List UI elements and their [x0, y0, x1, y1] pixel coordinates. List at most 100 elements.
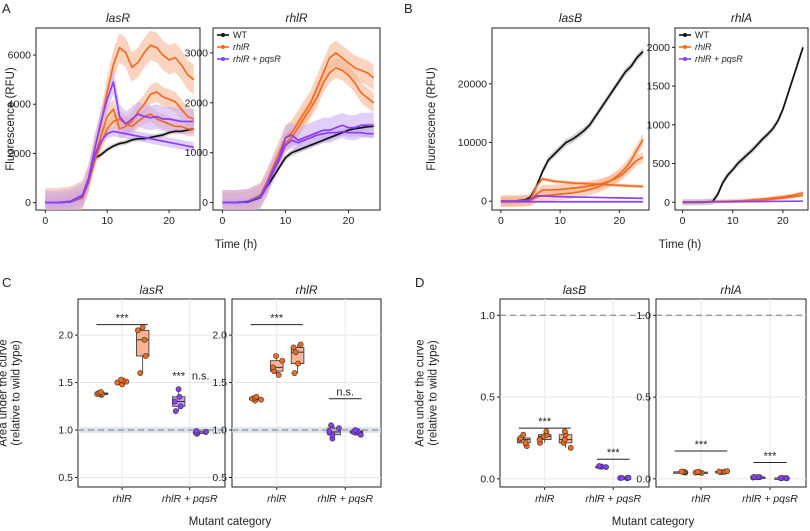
- y-tick-label: 3000: [185, 47, 209, 59]
- legend-dot-rhlr: [683, 45, 687, 49]
- legend-dot-rhlr-pqsr: [221, 57, 225, 61]
- y-tick-label: 4000: [8, 99, 32, 111]
- data-point-rhlr-pqsr: [203, 429, 209, 435]
- y-tick-label: 1000: [647, 119, 671, 131]
- data-point-rhlr-pqsr: [176, 393, 183, 400]
- y-tick-label: 1500: [647, 81, 671, 93]
- significance-label: n.s.: [192, 371, 210, 383]
- error-band-wt-0: [45, 126, 194, 206]
- data-point-rhlr: [292, 349, 299, 356]
- data-point-rhlr: [561, 428, 568, 435]
- x-tick-label: 0: [680, 215, 686, 227]
- plot-frame-lasb: [491, 27, 650, 211]
- data-point-rhlr: [97, 389, 104, 395]
- x-axis-title-d: Mutant category: [612, 516, 695, 528]
- category-label-rhlr-pqsr: rhlR + pqsR: [162, 493, 218, 505]
- significance-label: ***: [538, 416, 552, 428]
- y-tick-label: 1.5: [58, 377, 73, 389]
- data-point-rhlr: [522, 439, 529, 446]
- data-point-rhlr: [536, 436, 543, 443]
- significance-label: ***: [764, 450, 778, 462]
- series-line-rhlr-pqsr-3: [682, 200, 803, 204]
- y-tick-label: 2000: [8, 148, 32, 160]
- y-tick-label: 0.0: [480, 473, 495, 485]
- y-tick-label: 20000: [458, 78, 487, 90]
- significance-label: n.s.: [336, 387, 354, 399]
- x-axis-title-a: Time (h): [215, 239, 258, 251]
- plot-frame-rhla: [674, 27, 809, 211]
- data-point-rhlr: [295, 360, 301, 367]
- y-tick-label: 0: [25, 197, 31, 209]
- category-label-rhlr-pqsr: rhlR + pqsR: [317, 493, 373, 505]
- panel-label-a: A: [2, 1, 11, 16]
- x-tick-label: 20: [614, 215, 626, 227]
- x-tick-label: 10: [280, 215, 292, 227]
- y-tick-label: 0.5: [212, 472, 227, 484]
- strip-rhlr: [213, 8, 380, 28]
- x-tick-label: 20: [163, 215, 175, 227]
- error-band-rhlr-pqsr-4: [45, 69, 194, 210]
- data-point-rhlr: [567, 444, 574, 451]
- y-axis-title-lasr: Fluorescence (RFU): [5, 67, 17, 171]
- significance-label: ***: [116, 313, 130, 325]
- x-tick-label: 10: [554, 215, 566, 227]
- category-label-rhlr: rhlR: [112, 493, 132, 505]
- data-point-rhlr: [716, 468, 723, 475]
- data-point-rhlr-pqsr: [777, 474, 784, 481]
- y-tick-label: 2000: [185, 97, 209, 109]
- error-band-rhlr-pqsr-5: [45, 126, 194, 208]
- data-point-rhlr-pqsr: [625, 474, 632, 481]
- strip-lasr: [36, 8, 200, 28]
- data-point-rhlr-pqsr: [177, 403, 184, 410]
- y-axis-title-lasr-box-line: (relative to wild type): [11, 340, 23, 446]
- panel-label-c: C: [2, 275, 11, 290]
- y-axis-title-lasb-box-line: (relative to wild type): [428, 340, 440, 446]
- y-tick-label: 10000: [458, 137, 487, 149]
- data-point-rhlr: [520, 431, 527, 438]
- data-point-rhlr: [139, 324, 146, 331]
- legend-dot-rhlr: [221, 45, 225, 49]
- error-band-rhlr-pqsr-3: [222, 112, 374, 210]
- panel-title-rhla: rhlA: [731, 11, 752, 25]
- x-axis-title-b: Time (h): [659, 239, 702, 251]
- data-point-rhlr: [543, 428, 550, 435]
- series-line-wt-0: [682, 47, 804, 204]
- panel-title-lasb-box: lasB: [563, 283, 586, 297]
- data-point-rhlr: [142, 353, 149, 359]
- legend-label-rhlr: rhlR: [233, 42, 250, 52]
- significance-label: ***: [695, 439, 709, 451]
- y-axis-title-lasb-box-line: Area under the curve: [415, 339, 427, 446]
- y-tick-label: 0.0: [636, 473, 651, 485]
- series-group-rhlr: [222, 40, 375, 210]
- significance-label: ***: [607, 447, 621, 459]
- data-point-rhlr: [279, 357, 286, 364]
- data-point-rhlr-pqsr: [751, 473, 757, 480]
- panel-title-lasr: lasR: [106, 11, 130, 25]
- y-tick-label: 1000: [185, 147, 209, 159]
- data-point-rhlr: [270, 364, 276, 371]
- y-tick-label: 0: [481, 196, 487, 208]
- legend-label-wt: WT: [695, 30, 709, 40]
- data-point-rhlr: [290, 344, 297, 351]
- y-axis-title-lasr-box-line: Area under the curve: [0, 339, 10, 446]
- legend-label-rhlr-pqsr: rhlR + pqsR: [695, 54, 743, 64]
- series-line-rhlr-pqsr-5: [45, 130, 194, 204]
- data-point-rhlr-pqsr: [171, 398, 178, 405]
- legend-dot-wt: [221, 33, 225, 37]
- data-point-rhlr: [275, 372, 282, 378]
- y-tick-label: 0: [202, 197, 208, 209]
- y-axis-title-lasr-box: Area under the curve(relative to wild ty…: [0, 339, 23, 446]
- y-tick-label: 2.0: [212, 330, 227, 342]
- y-tick-label: 2.0: [58, 330, 73, 342]
- y-tick-label: 1.0: [212, 425, 227, 437]
- panel-title-rhlr-box: rhlR: [295, 283, 317, 297]
- series-group-rhla: [682, 44, 804, 206]
- significance-label: ***: [270, 313, 284, 325]
- series-line-rhlr-pqsr-4: [222, 130, 374, 204]
- box-rhlr-2: [136, 329, 150, 357]
- y-tick-label: 0.5: [480, 392, 495, 404]
- data-point-rhlr: [291, 370, 298, 376]
- y-tick-label: 0: [664, 197, 670, 209]
- y-tick-label: 6000: [8, 50, 32, 62]
